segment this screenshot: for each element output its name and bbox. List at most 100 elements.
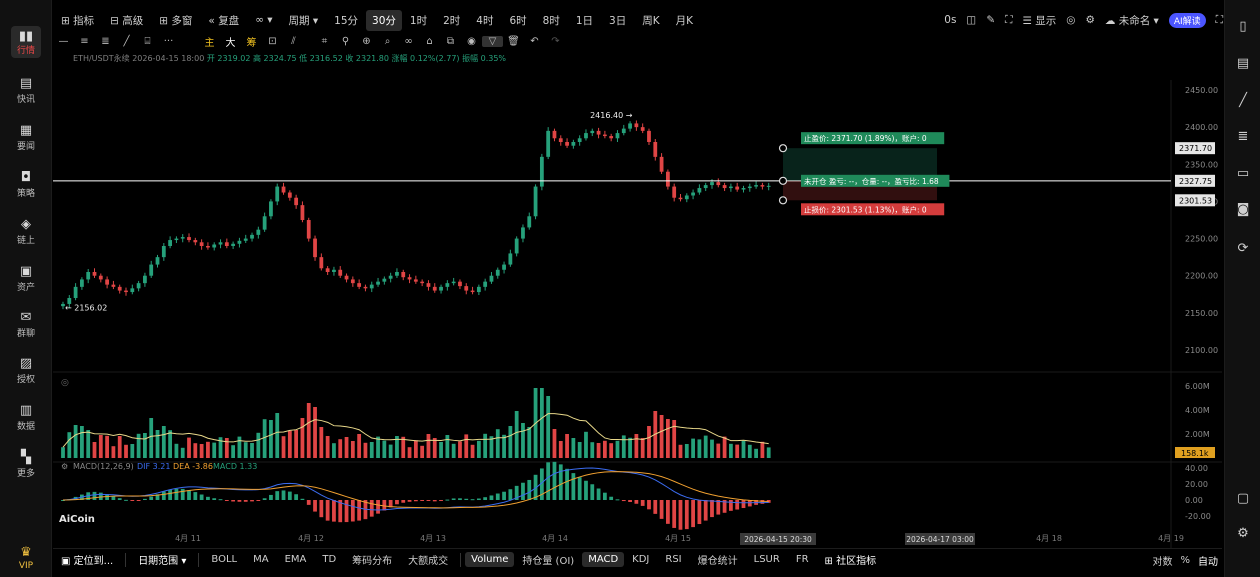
more-tools[interactable]: ··· <box>163 35 174 47</box>
trend-tool[interactable]: ╱ <box>123 35 130 47</box>
macd-tick: 0.00 <box>1185 496 1203 505</box>
trash-icon[interactable]: 🗑 <box>507 35 520 47</box>
zero-seconds[interactable]: 0s <box>944 14 957 26</box>
ruler-icon[interactable]: ⫽ <box>291 35 296 47</box>
nav-item-headlines[interactable]: ▦ 要闻 <box>0 123 52 153</box>
log-scale-toggle[interactable]: 对数 <box>1152 556 1173 568</box>
interval-15m[interactable]: 15分 <box>334 14 359 27</box>
copy-icon[interactable]: ⧉ <box>446 35 455 47</box>
fullscreen-icon[interactable]: ⛶ <box>1005 13 1013 26</box>
chain-icon[interactable]: ∞ <box>404 35 413 47</box>
refresh-icon[interactable]: ⟳ <box>1237 240 1249 256</box>
auto-toggle[interactable]: 自动 <box>1198 556 1218 568</box>
interval-1h[interactable]: 1时 <box>409 14 428 27</box>
macd-bar <box>199 494 204 500</box>
advanced-button[interactable]: ⊟ 高级 <box>110 14 144 27</box>
interval-2h[interactable]: 2时 <box>443 14 461 27</box>
ind-td[interactable]: TD <box>322 554 337 565</box>
large-order-button[interactable]: 大 <box>225 37 236 49</box>
link-icon[interactable]: ⚲ <box>341 35 350 47</box>
nav-item-data[interactable]: ▥ 数据 <box>0 403 52 433</box>
notification-icon[interactable]: ▢ <box>1236 490 1250 506</box>
lock-icon[interactable]: ⌂ <box>426 35 433 47</box>
list-icon[interactable]: ≣ <box>1237 128 1249 144</box>
indicator-button[interactable]: ⊞ 指标 <box>61 14 95 27</box>
candle-body <box>206 246 210 248</box>
price-chart[interactable]: 2450.002400.002350.002300.002250.002200.… <box>53 50 1222 548</box>
ind-ema[interactable]: EMA <box>284 554 307 565</box>
sub-liquidation[interactable]: 爆仓统计 <box>697 556 738 567</box>
sub-rsi[interactable]: RSI <box>665 554 682 565</box>
chips-button[interactable]: 筹 <box>246 37 257 49</box>
document-icon[interactable]: ▤ <box>1236 55 1250 71</box>
interval-1w[interactable]: 周K <box>642 14 660 27</box>
ind-boll[interactable]: BOLL <box>211 554 238 565</box>
sub-community[interactable]: ⊞ 社区指标 <box>824 556 877 567</box>
replay-button[interactable]: « 复盘 <box>208 14 240 27</box>
settings-icon[interactable]: ⚙ <box>1085 14 1095 26</box>
redo-icon[interactable]: ↷ <box>551 35 560 47</box>
crop-icon[interactable]: ⌗ <box>321 35 328 47</box>
sub-fr[interactable]: FR <box>795 554 809 565</box>
chart-icon[interactable]: ╱ <box>1239 92 1247 108</box>
date-range-dropdown[interactable]: 日期范围 ▾ <box>138 556 187 567</box>
sub-lsur[interactable]: LSUR <box>753 554 780 565</box>
ind-large-trade[interactable]: 大额成交 <box>408 556 449 567</box>
macd-bar <box>294 494 299 500</box>
interval-30m[interactable]: 30分 <box>366 9 402 31</box>
robot-icon[interactable]: ◙ <box>1236 201 1250 217</box>
ind-chips[interactable]: 筹码分布 <box>352 556 393 567</box>
template-dropdown[interactable]: ☁ 未命名 ▾ <box>1104 14 1159 27</box>
layers-icon[interactable]: ▭ <box>1236 165 1250 181</box>
volume-bar <box>174 443 179 458</box>
undo-icon[interactable]: ↶ <box>530 35 539 47</box>
channel-tool[interactable]: ≣ <box>101 35 110 47</box>
fib-tool[interactable]: ⌸ <box>144 35 151 47</box>
nav-item-more[interactable]: ▚ 更多 <box>0 450 52 480</box>
nav-item-chat[interactable]: ✉ 群聊 <box>0 310 52 340</box>
zoom-in-icon[interactable]: ⊕ <box>362 35 371 47</box>
interval-8h[interactable]: 8时 <box>542 14 560 27</box>
interval-3d[interactable]: 3日 <box>609 14 627 27</box>
percent-toggle[interactable]: % <box>1180 554 1190 566</box>
nav-item-onchain[interactable]: ◈ 链上 <box>0 217 52 247</box>
nav-item-assets[interactable]: ▣ 资产 <box>0 264 52 294</box>
interval-1m[interactable]: 月K <box>675 14 693 27</box>
display-button[interactable]: ☰ 显示 <box>1022 14 1057 27</box>
nav-item-auth[interactable]: ▨ 授权 <box>0 356 52 386</box>
locate-button[interactable]: ▣ 定位到... <box>61 556 114 567</box>
sub-macd[interactable]: MACD <box>582 552 625 567</box>
multi-window-button[interactable]: ⊞ 多窗 <box>159 14 193 27</box>
edit-icon[interactable]: ✎ <box>986 14 996 26</box>
nav-item-vip[interactable]: ♛ VIP <box>0 545 52 572</box>
interval-1d[interactable]: 1日 <box>575 14 594 27</box>
interval-4h[interactable]: 4时 <box>476 14 494 27</box>
nav-item-market[interactable]: ▮▮ 行情 <box>0 26 52 58</box>
camera-icon[interactable]: ◫ <box>966 14 977 26</box>
volume-bar <box>552 429 557 458</box>
eye-icon[interactable]: ◉ <box>467 35 476 47</box>
panel-icon[interactable]: ▯ <box>1239 18 1247 34</box>
period-dropdown[interactable]: 周期 ▾ <box>288 14 319 27</box>
sub-kdj[interactable]: KDJ <box>632 554 650 565</box>
filter-icon[interactable]: ▽ <box>482 35 503 47</box>
target-icon[interactable]: ◎ <box>1066 14 1076 26</box>
interval-6h[interactable]: 6时 <box>509 14 527 27</box>
candle-body <box>678 197 683 200</box>
magnet-icon[interactable]: ⌕ <box>384 35 391 47</box>
ai-analysis-button[interactable]: AI解读 <box>1168 12 1206 28</box>
nav-item-news[interactable]: ▤ 快讯 <box>0 76 52 106</box>
link-icon[interactable]: ∞ ▾ <box>255 14 273 26</box>
settings-icon[interactable]: ⚙ <box>1237 525 1249 541</box>
maximize-icon[interactable]: ⛶ <box>1215 13 1223 26</box>
measure-icon[interactable]: ⊡ <box>268 35 277 47</box>
hline-tool[interactable]: ≡ <box>80 35 89 47</box>
main-force-button[interactable]: 主 <box>204 37 215 49</box>
sub-oi[interactable]: 持仓量 (OI) <box>522 556 575 567</box>
line-tool[interactable]: — <box>58 35 69 47</box>
ind-ma[interactable]: MA <box>253 554 269 565</box>
nav-item-strategy[interactable]: ◘ 策略 <box>0 170 52 200</box>
chart-panel[interactable]: ETH/USDT永续 2026-04-15 18:00 开 2319.02 高 … <box>53 50 1222 548</box>
sub-volume[interactable]: Volume <box>465 552 515 567</box>
crosshair-tag-bg <box>905 533 975 545</box>
